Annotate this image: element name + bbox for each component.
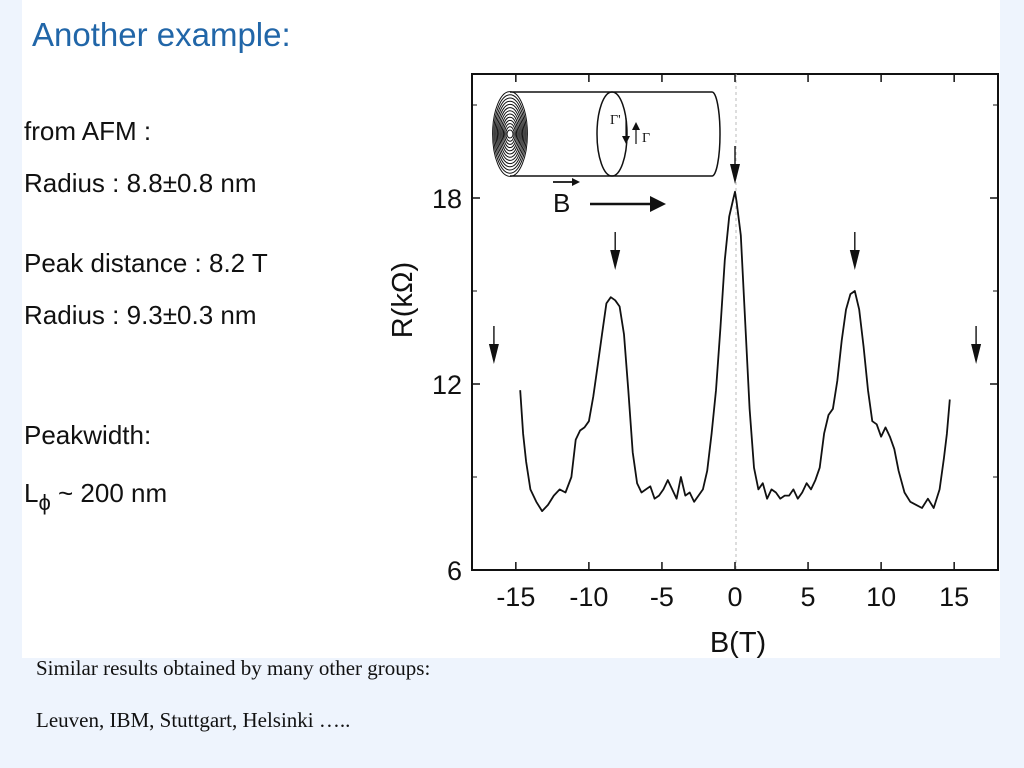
flux-label: Γ (642, 131, 650, 146)
shell-ring (504, 123, 516, 145)
shell-ring (494, 97, 526, 171)
y-tick-label: 12 (432, 370, 462, 400)
lphi-value: ~ 200 nm (50, 478, 168, 508)
x-tick-label: 15 (939, 582, 969, 612)
shell-ring (506, 129, 514, 139)
afm-heading: from AFM : (24, 116, 152, 146)
flux-arrow-up-head (632, 122, 640, 130)
cylinder-end-cap (711, 91, 721, 177)
shell-ring (495, 100, 525, 168)
phase-coherence-length: Lϕ ~ 200 nm (24, 478, 168, 515)
peak-arrow-head (488, 344, 499, 364)
slide-title: Another example: (32, 16, 291, 53)
concentric-shells-icon (492, 91, 528, 177)
peak-arrow-head (849, 250, 860, 270)
content-panel (22, 0, 1000, 658)
lphi-subscript: ϕ (38, 490, 51, 515)
shell-ring (501, 116, 519, 152)
x-tick-label: -15 (496, 582, 535, 612)
y-axis-label: R(kΩ) (387, 262, 419, 338)
shell-ring (496, 103, 524, 165)
peak-distance: Peak distance : 8.2 T (24, 248, 268, 278)
y-tick-label: 6 (447, 556, 462, 586)
shell-ring (505, 126, 515, 142)
shell-ring (493, 94, 527, 174)
y-ticks: 6 12 18 (432, 104, 998, 586)
peak-arrows (488, 146, 982, 364)
shell-ring (502, 119, 518, 149)
flux-loop-ellipse (596, 91, 628, 177)
peak-arrow-head (610, 250, 621, 270)
shell-ring (498, 107, 522, 161)
field-label-vector-head (572, 178, 580, 186)
peak-arrow-head (971, 344, 982, 364)
x-ticks: -15 -10 -5 0 5 10 15 (496, 74, 969, 612)
caption-groups-list: Leuven, IBM, Stuttgart, Helsinki ….. (36, 708, 351, 732)
y-tick-label: 18 (432, 184, 462, 214)
resistance-curve (519, 190, 951, 512)
x-axis-label: B(T) (710, 627, 766, 659)
field-direction-arrow-head (650, 196, 666, 212)
afm-radius: Radius : 8.8±0.8 nm (24, 168, 257, 198)
shell-ring (500, 113, 520, 155)
peak-radius: Radius : 9.3±0.3 nm (24, 300, 257, 330)
x-tick-label: 5 (801, 582, 816, 612)
cylinder-inset: Γ' Γ B (492, 91, 721, 218)
peakwidth-heading: Peakwidth: (24, 420, 152, 450)
shell-ring (499, 110, 521, 158)
field-label: B (553, 188, 570, 218)
flux-arrow-down-head (622, 136, 630, 144)
lphi-letter: L (24, 478, 39, 508)
x-tick-label: -10 (569, 582, 608, 612)
flux-label-primed: Γ' (610, 113, 621, 128)
x-tick-label: 0 (727, 582, 742, 612)
caption-groups: Similar results obtained by many other g… (36, 656, 431, 680)
peak-arrow-head (730, 164, 740, 184)
x-tick-label: -5 (650, 582, 674, 612)
x-tick-label: 10 (866, 582, 896, 612)
